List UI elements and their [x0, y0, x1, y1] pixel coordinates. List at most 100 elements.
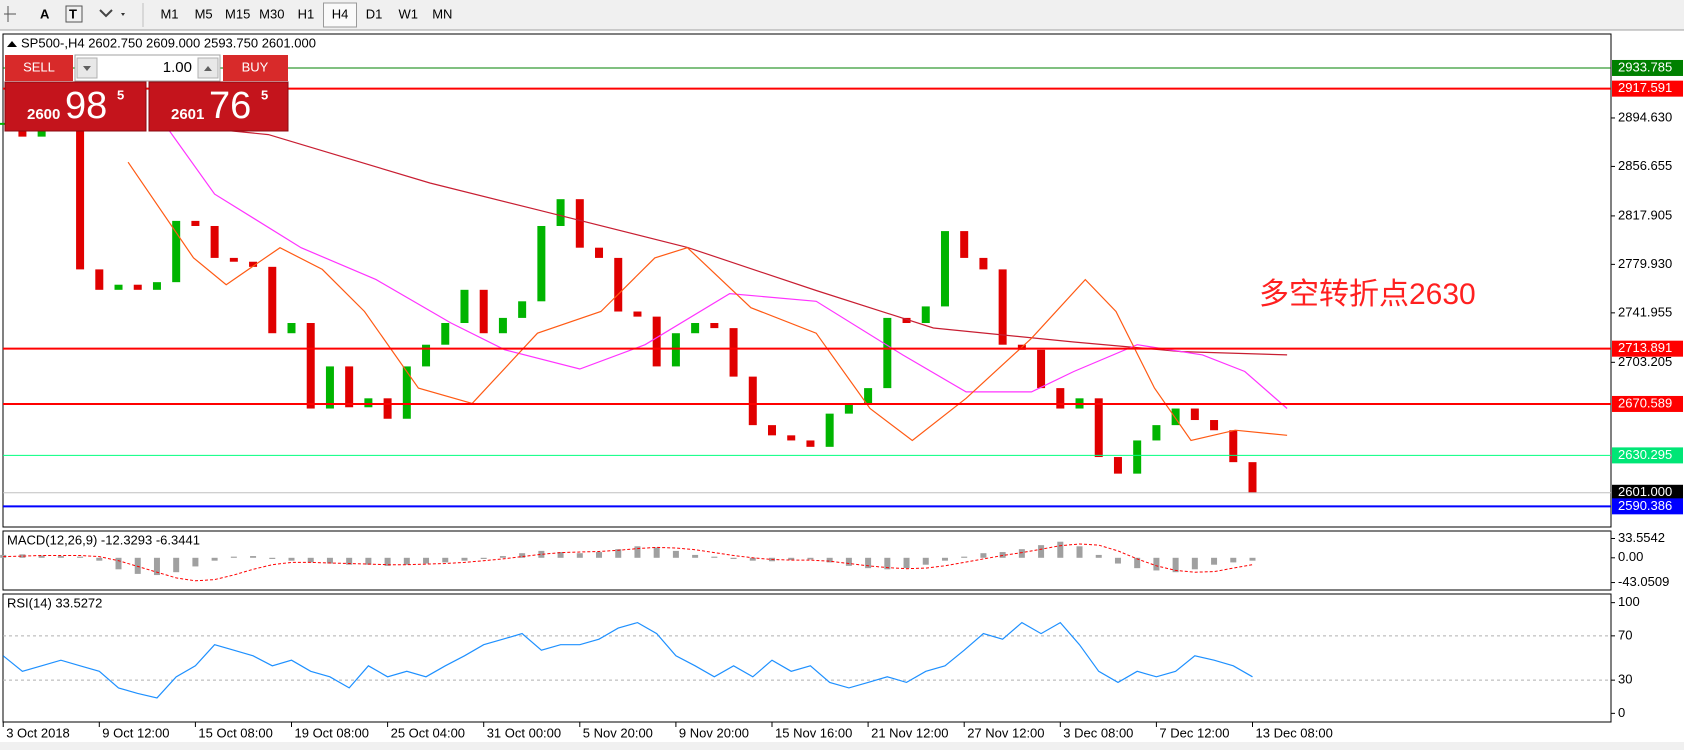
- candle: [479, 289, 488, 334]
- timeframe-label[interactable]: M5: [195, 6, 213, 21]
- x-tick-label: 13 Dec 08:00: [1256, 725, 1333, 740]
- annotation: 多空转折点2630: [1259, 278, 1476, 311]
- level-label-box: [1612, 498, 1683, 515]
- macd-bar: [749, 557, 756, 561]
- candle: [172, 220, 181, 283]
- ask-price-small[interactable]: 5: [261, 87, 268, 102]
- timeframe-button[interactable]: [221, 3, 255, 27]
- timeframe-button[interactable]: [391, 3, 425, 27]
- lots-box[interactable]: [74, 54, 221, 82]
- plot-area: [2, 621, 1611, 699]
- candle: [556, 199, 565, 226]
- candle: [806, 440, 815, 447]
- candle: [537, 225, 546, 302]
- bid-price-small[interactable]: 5: [117, 87, 124, 102]
- macd-bar: [57, 556, 64, 558]
- candle: [1210, 420, 1219, 431]
- candle: [998, 269, 1007, 345]
- candle: [787, 435, 796, 441]
- level-label: 2590.386: [1618, 498, 1672, 513]
- macd-bar: [634, 546, 641, 558]
- x-tick-label: 9 Oct 12:00: [102, 725, 169, 740]
- macd-bar: [134, 557, 141, 574]
- lots-value[interactable]: 1.00: [163, 59, 192, 76]
- candle: [498, 317, 507, 334]
- candle: [652, 316, 661, 367]
- macd-bar: [1114, 557, 1121, 564]
- buy-label[interactable]: BUY: [242, 59, 269, 74]
- one-click-trading: SELL 1.00 BUY 2600 98 5 2601 76 5: [4, 54, 289, 132]
- bid-price-main[interactable]: 98: [65, 85, 107, 127]
- timeframe-label[interactable]: M1: [160, 6, 178, 21]
- y-tick-label: 0: [1618, 705, 1625, 720]
- macd-bar: [499, 556, 506, 558]
- timeframe-label[interactable]: H1: [298, 6, 315, 21]
- macd-bar: [326, 557, 333, 564]
- macd-bar: [211, 557, 218, 561]
- timeframe-button[interactable]: [187, 3, 221, 27]
- crosshair-tool[interactable]: [4, 6, 16, 22]
- timeframe-label[interactable]: H4: [332, 6, 349, 21]
- x-tick-label: 27 Nov 12:00: [967, 725, 1044, 740]
- timeframe-label[interactable]: MN: [432, 6, 452, 21]
- bid-price-big[interactable]: 2600: [27, 106, 60, 123]
- candle: [864, 388, 873, 404]
- candle: [114, 284, 123, 290]
- candle: [152, 282, 161, 290]
- x-tick-label: 5 Nov 20:00: [583, 725, 653, 740]
- macd-bar: [557, 552, 564, 558]
- timeframe-button[interactable]: [153, 3, 186, 27]
- timeframe-label[interactable]: M30: [259, 6, 284, 21]
- timeframe-button[interactable]: [357, 3, 391, 27]
- timeframe-button[interactable]: [255, 3, 289, 27]
- candle: [1152, 425, 1161, 441]
- candle: [1056, 388, 1065, 409]
- macd-bar: [1134, 557, 1141, 569]
- macd-bar: [1172, 557, 1179, 573]
- timeframe-label[interactable]: W1: [398, 6, 418, 21]
- level-label: 2670.589: [1618, 395, 1672, 410]
- macd-bar: [884, 557, 891, 570]
- candle: [518, 301, 527, 318]
- timeframe-label[interactable]: D1: [366, 6, 383, 21]
- macd-bar: [365, 557, 372, 565]
- level-label-box: [1612, 447, 1683, 464]
- macd-bar: [307, 557, 314, 563]
- lots-down-arrow[interactable]: [83, 66, 91, 71]
- sell-label[interactable]: SELL: [23, 59, 55, 74]
- macd-bar: [480, 557, 487, 559]
- objects-tool[interactable]: [99, 9, 125, 18]
- ask-price-big[interactable]: 2601: [171, 106, 204, 123]
- timeframe-button[interactable]: [425, 3, 459, 27]
- buy-button[interactable]: [223, 55, 288, 81]
- candle: [729, 328, 738, 377]
- candle: [1248, 462, 1257, 493]
- level-label-box: [1612, 80, 1683, 97]
- macd-bar: [269, 557, 276, 559]
- timeframe-button[interactable]: [289, 3, 323, 27]
- signal-line: [3, 543, 1253, 582]
- moving-average: [127, 161, 1288, 442]
- y-tick-label: 2817.905: [1618, 207, 1672, 222]
- text-tool[interactable]: A: [40, 6, 50, 21]
- timeframe-button[interactable]: [323, 2, 357, 28]
- lots-up-arrow[interactable]: [204, 66, 212, 71]
- ask-price-main[interactable]: 76: [209, 85, 251, 127]
- y-tick-label: 70: [1618, 627, 1632, 642]
- label-tool-box[interactable]: [65, 5, 83, 23]
- macd-bar: [1153, 557, 1160, 571]
- candle: [633, 311, 642, 317]
- level-label-box: [1612, 395, 1683, 412]
- candle: [1113, 457, 1122, 474]
- bid-price-box[interactable]: [4, 81, 147, 132]
- y-tick-label: 2703.205: [1618, 354, 1672, 369]
- sell-button[interactable]: [5, 55, 73, 81]
- x-tick-label: 15 Oct 08:00: [198, 725, 272, 740]
- label-tool[interactable]: T: [69, 6, 77, 21]
- macd-bar: [692, 554, 699, 558]
- ask-price-box[interactable]: [148, 81, 289, 132]
- macd-bar: [461, 557, 468, 561]
- candle: [345, 366, 354, 408]
- candle: [441, 323, 450, 345]
- timeframe-label[interactable]: M15: [225, 6, 250, 21]
